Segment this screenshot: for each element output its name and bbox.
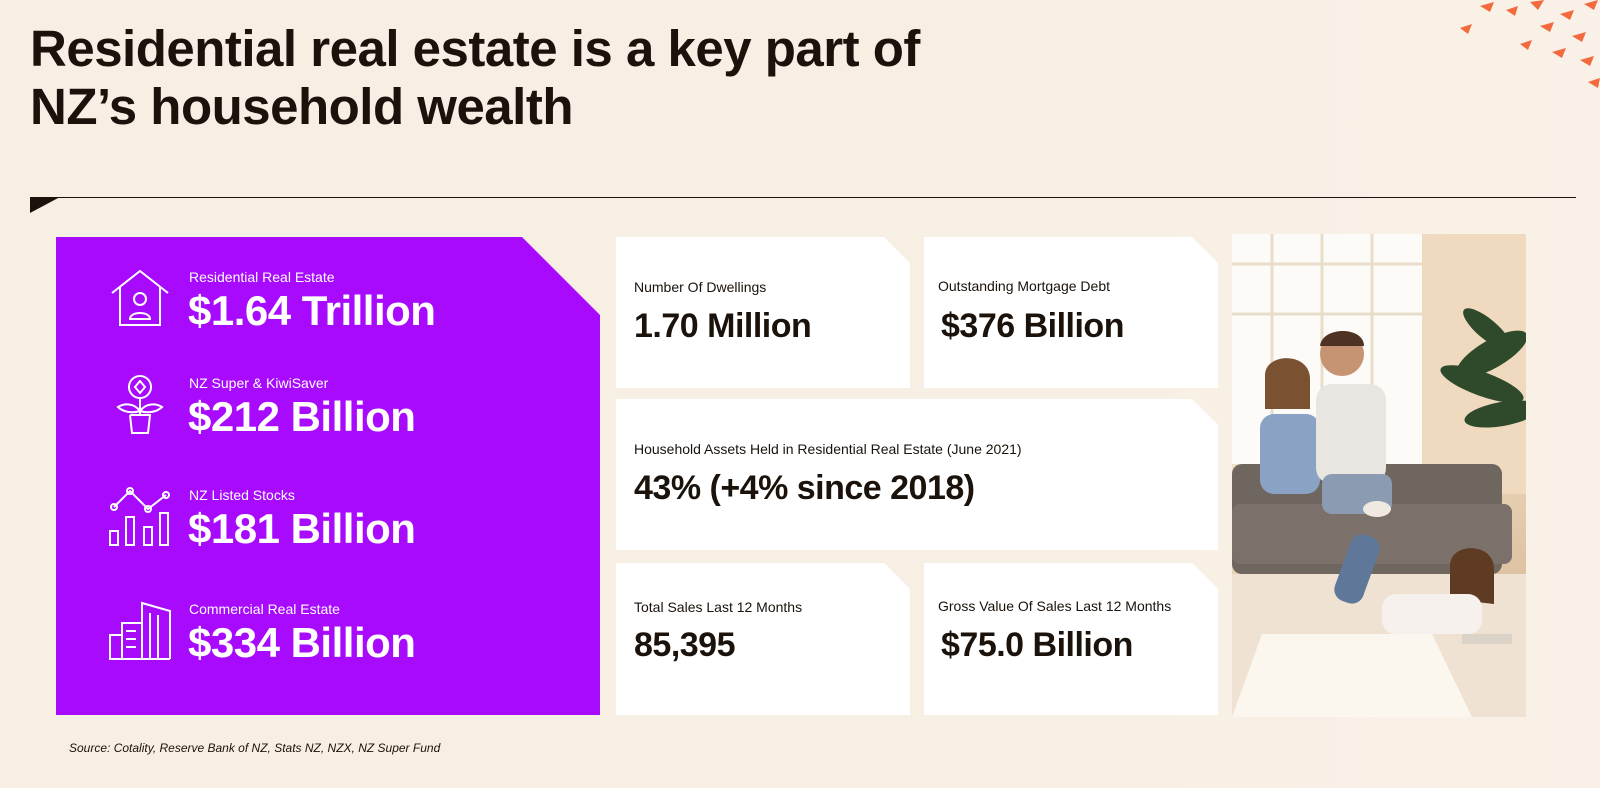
bar-line-chart-icon xyxy=(109,487,170,546)
card-outstanding-mortgage-debt: Outstanding Mortgage Debt $376 Billion xyxy=(924,237,1218,388)
card-label: Total Sales Last 12 Months xyxy=(634,599,803,615)
card-value: 43% (+4% since 2018) xyxy=(634,469,975,507)
card-value: 85,395 xyxy=(634,626,735,664)
stat-label: NZ Super & KiwiSaver xyxy=(189,375,329,391)
stat-nz-super-kiwisaver: NZ Super & KiwiSaver $212 Billion xyxy=(56,373,600,463)
house-person-icon xyxy=(111,269,169,326)
card-gross-value-of-sales: Gross Value Of Sales Last 12 Months $75.… xyxy=(924,563,1218,715)
stat-nz-listed-stocks: NZ Listed Stocks $181 Billion xyxy=(56,485,600,575)
card-label: Number Of Dwellings xyxy=(634,279,767,295)
office-buildings-icon xyxy=(109,601,171,660)
stat-value: $212 Billion xyxy=(188,393,416,440)
family-on-sofa-photo xyxy=(1232,234,1526,717)
card-value: $75.0 Billion xyxy=(941,626,1133,664)
card-value: 1.70 Million xyxy=(634,307,812,345)
stat-commercial-real-estate: Commercial Real Estate $334 Billion xyxy=(56,599,600,689)
photo-illustration xyxy=(1232,234,1526,717)
divider-triangle xyxy=(30,197,60,213)
card-label: Household Assets Held in Residential Rea… xyxy=(634,441,1022,457)
title-divider xyxy=(30,197,1576,198)
card-label: Outstanding Mortgage Debt xyxy=(938,278,1110,294)
stat-label: Residential Real Estate xyxy=(189,269,335,285)
potted-plant-coin-icon xyxy=(116,375,164,434)
stat-value: $334 Billion xyxy=(188,619,416,666)
stat-value: $181 Billion xyxy=(188,505,416,552)
stat-label: Commercial Real Estate xyxy=(189,601,340,617)
card-label: Gross Value Of Sales Last 12 Months xyxy=(938,598,1172,614)
card-household-assets: Household Assets Held in Residential Rea… xyxy=(616,399,1218,550)
arrow-pattern-decoration xyxy=(1460,0,1600,88)
source-note: Source: Cotality, Reserve Bank of NZ, St… xyxy=(69,741,441,755)
card-number-of-dwellings: Number Of Dwellings 1.70 Million xyxy=(616,237,910,388)
card-value: $376 Billion xyxy=(941,307,1124,345)
stat-value: $1.64 Trillion xyxy=(188,287,436,334)
card-total-sales: Total Sales Last 12 Months 85,395 xyxy=(616,563,910,715)
stat-residential-real-estate: Residential Real Estate $1.64 Trillion xyxy=(56,267,600,357)
stat-label: NZ Listed Stocks xyxy=(189,487,295,503)
summary-panel: Residential Real Estate $1.64 Trillion N… xyxy=(56,237,600,715)
page-title: Residential real estate is a key part of… xyxy=(30,20,920,135)
